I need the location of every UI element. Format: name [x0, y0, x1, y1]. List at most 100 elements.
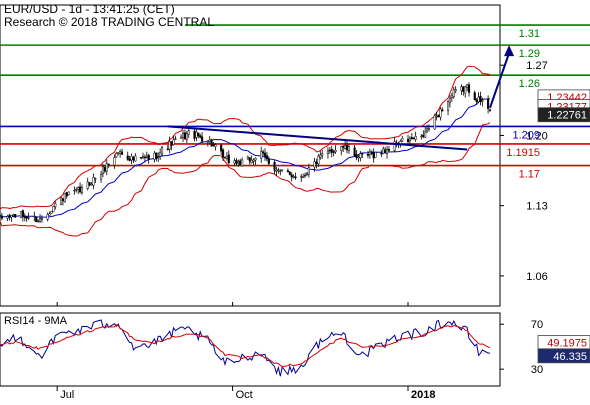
rsi-series-9MA	[0, 324, 491, 368]
candle	[454, 86, 457, 94]
candle	[222, 148, 225, 162]
level-label-1.17: 1.17	[519, 169, 540, 181]
candle-body	[330, 149, 333, 153]
candle-body	[372, 152, 375, 159]
candle-body	[35, 216, 38, 223]
candle	[368, 148, 371, 159]
candle	[227, 150, 230, 165]
candle-body	[128, 158, 131, 161]
rsi-badge-box	[537, 348, 590, 364]
candle	[212, 141, 215, 147]
candle	[330, 145, 333, 158]
candle	[401, 135, 404, 143]
header: EUR/USD - 1d - 13:41:25 (CET) Research ©…	[4, 2, 214, 29]
candle-body	[237, 161, 240, 164]
candle-body	[172, 139, 175, 145]
candle	[147, 153, 150, 164]
candle	[8, 213, 11, 221]
candle-body	[366, 154, 370, 156]
candle	[172, 135, 175, 146]
candle-body	[426, 128, 429, 132]
candle	[384, 146, 387, 154]
candle	[75, 187, 78, 193]
y-tick-label: 1.06	[526, 271, 547, 283]
level-label-1.209: 1.209	[512, 129, 540, 141]
candle	[300, 174, 303, 182]
candle	[380, 149, 383, 158]
candle-body	[450, 94, 453, 99]
candle-body	[412, 137, 415, 140]
x-tick-label-2018: 2018	[411, 389, 435, 400]
candle	[427, 124, 431, 132]
bollinger-lower-line	[0, 122, 491, 237]
candle	[321, 149, 324, 160]
candle	[467, 82, 471, 97]
candle-body	[305, 173, 309, 175]
level-label-1.29: 1.29	[519, 48, 540, 60]
candle-body	[281, 169, 284, 171]
candle	[344, 141, 347, 150]
candle-body	[382, 148, 385, 154]
candle-body	[326, 150, 329, 154]
candle-body	[185, 133, 188, 140]
candle-body	[359, 153, 362, 159]
candle	[103, 165, 106, 174]
candle	[80, 184, 84, 195]
candle-body	[168, 141, 171, 150]
candle-body	[206, 140, 209, 143]
candle-body	[88, 182, 91, 186]
candle	[67, 191, 70, 196]
candle-body	[159, 152, 162, 157]
candle-body	[370, 152, 373, 154]
candle-body	[170, 141, 173, 146]
candle-body	[166, 148, 169, 150]
candle	[357, 154, 360, 162]
candle	[128, 155, 131, 162]
candle-body	[132, 157, 135, 161]
candle	[406, 134, 410, 144]
candle-body	[181, 133, 185, 138]
candle-body	[292, 176, 295, 179]
candle	[35, 216, 38, 223]
candle	[145, 151, 148, 159]
candle-body	[355, 154, 358, 158]
candle	[304, 172, 307, 178]
candle-body	[380, 153, 383, 155]
candle	[370, 150, 373, 156]
candle	[366, 150, 370, 159]
candle	[126, 151, 129, 161]
candle-body	[233, 160, 236, 164]
candle	[115, 151, 118, 158]
candle-body	[77, 187, 80, 190]
candle	[448, 95, 452, 108]
candle-body	[14, 214, 17, 218]
candle-body	[441, 109, 444, 112]
candle	[361, 152, 364, 159]
y-tick-label: 1.13	[526, 201, 547, 213]
candle	[265, 151, 268, 162]
candle-body	[254, 158, 257, 161]
candle	[246, 155, 249, 160]
candle	[279, 169, 282, 176]
candle	[319, 151, 322, 160]
y-tick-label: 1.20	[526, 130, 547, 142]
rsi-badge-46.335: 46.335	[553, 351, 587, 363]
candle	[475, 98, 478, 106]
candle	[307, 163, 310, 178]
candle-body	[466, 84, 469, 88]
candle-body	[246, 156, 249, 160]
candle	[79, 182, 82, 194]
candle	[77, 186, 80, 195]
rsi-plot-frame	[0, 312, 501, 387]
candle-body	[487, 98, 490, 109]
candle	[233, 158, 236, 167]
candle-body	[473, 92, 476, 101]
candle-body	[252, 159, 255, 162]
candle	[277, 167, 280, 174]
candle	[477, 92, 480, 104]
candle-body	[262, 151, 265, 154]
candle	[23, 213, 26, 222]
candle	[420, 133, 423, 140]
candle-body	[23, 216, 26, 218]
